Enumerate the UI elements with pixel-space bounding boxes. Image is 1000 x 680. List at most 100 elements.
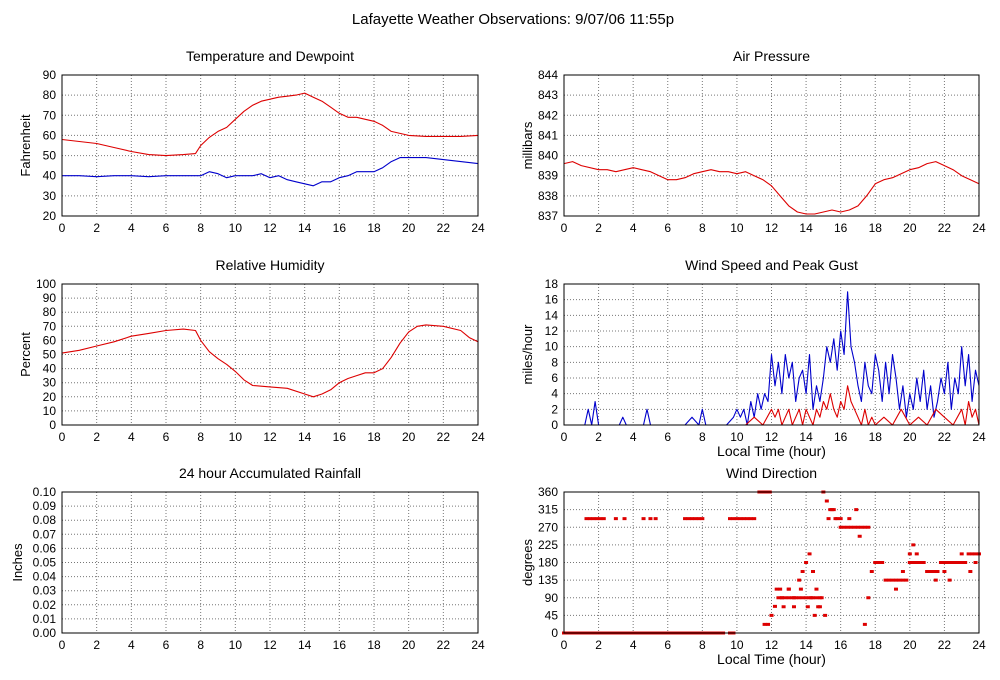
data-point <box>689 517 694 521</box>
x-tick-label: 2 <box>595 221 602 235</box>
data-point <box>779 596 784 600</box>
data-point <box>925 570 930 574</box>
y-tick-label: 45 <box>545 608 559 622</box>
data-point <box>648 517 653 521</box>
x-tick-label: 4 <box>630 638 637 652</box>
data-point <box>914 561 919 564</box>
data-point <box>819 596 824 600</box>
data-point <box>800 570 805 574</box>
data-point <box>797 596 802 600</box>
x-tick-label: 14 <box>298 638 312 652</box>
data-point <box>797 578 802 582</box>
data-point <box>911 543 916 547</box>
data-point <box>876 561 881 564</box>
data-point <box>866 525 871 529</box>
y-tick-label: 14 <box>545 308 559 322</box>
y-tick-label: 0.02 <box>33 598 57 612</box>
data-point <box>781 605 786 609</box>
y-tick-label: 225 <box>538 538 558 552</box>
y-tick-label: 90 <box>545 591 559 605</box>
data-point <box>830 508 835 512</box>
y-tick-label: 0.07 <box>33 527 57 541</box>
data-point <box>584 517 589 521</box>
y-tick-label: 270 <box>538 520 558 534</box>
data-point <box>959 552 964 556</box>
x-tick-label: 16 <box>333 221 347 235</box>
data-point <box>748 517 753 521</box>
y-tick-label: 135 <box>538 573 558 587</box>
data-point <box>894 587 898 591</box>
data-point <box>900 578 905 582</box>
data-point <box>852 525 857 529</box>
data-point <box>783 596 788 600</box>
data-point <box>778 587 783 591</box>
y-tick-label: 0.03 <box>33 584 57 598</box>
data-point <box>907 561 912 564</box>
y-tick-label: 90 <box>43 291 57 305</box>
data-point <box>804 596 809 600</box>
x-tick-label: 10 <box>730 430 744 444</box>
data-point <box>809 596 814 600</box>
data-point <box>587 517 592 521</box>
x-tick-label: 24 <box>471 638 485 652</box>
x-tick-label: 6 <box>163 430 170 444</box>
y-tick-label: 20 <box>43 209 57 223</box>
x-tick-label: 2 <box>595 430 602 444</box>
y-tick-label: 80 <box>43 305 57 319</box>
data-point <box>854 508 859 512</box>
x-tick-label: 14 <box>799 221 813 235</box>
x-tick-label: 0 <box>561 221 568 235</box>
data-point <box>883 578 888 582</box>
x-tick-label: 2 <box>93 221 100 235</box>
series-line-blue <box>564 291 980 426</box>
plot-frame <box>563 74 980 217</box>
x-tick-label: 8 <box>197 638 204 652</box>
y-tick-label: 40 <box>43 362 57 376</box>
y-tick-label: 50 <box>43 149 57 163</box>
data-point <box>968 570 973 574</box>
y-tick-label: 0.10 <box>33 485 57 499</box>
y-axis-label: degrees <box>520 539 535 586</box>
data-point <box>772 604 777 608</box>
y-tick-label: 315 <box>538 503 558 517</box>
data-point <box>791 605 796 609</box>
chart-title: Wind Speed and Peak Gust <box>685 257 858 273</box>
y-tick-label: 20 <box>43 390 57 404</box>
x-tick-label: 16 <box>834 638 848 652</box>
x-tick-label: 24 <box>972 638 986 652</box>
data-point <box>786 596 791 600</box>
y-axis-label: Percent <box>18 332 33 377</box>
y-tick-label: 360 <box>538 485 558 499</box>
data-point <box>653 517 658 521</box>
y-tick-label: 0.05 <box>33 556 57 570</box>
x-tick-label: 20 <box>402 430 416 444</box>
data-point <box>774 587 779 591</box>
data-point <box>838 525 843 529</box>
data-point <box>849 525 854 529</box>
data-point <box>838 517 843 521</box>
data-point <box>814 587 819 591</box>
data-point <box>900 570 905 574</box>
data-point <box>847 517 852 521</box>
x-tick-label: 12 <box>765 430 779 444</box>
data-point <box>952 561 957 564</box>
x-tick-label: 8 <box>699 221 706 235</box>
x-tick-label: 22 <box>938 221 952 235</box>
y-tick-label: 840 <box>538 149 558 163</box>
y-axis-label: miles/hour <box>520 324 535 385</box>
series-line-red <box>564 385 980 426</box>
data-point <box>786 587 791 591</box>
data-point <box>791 596 796 600</box>
data-point <box>823 613 828 617</box>
x-tick-label: 4 <box>630 221 637 235</box>
chart-title: Air Pressure <box>733 48 810 64</box>
data-point <box>683 517 688 521</box>
x-tick-label: 10 <box>229 221 243 235</box>
x-tick-label: 4 <box>630 430 637 444</box>
x-tick-label: 20 <box>903 638 917 652</box>
data-point <box>866 596 871 600</box>
x-tick-label: 10 <box>229 638 243 652</box>
x-tick-label: 14 <box>799 430 813 444</box>
x-tick-label: 0 <box>59 430 66 444</box>
